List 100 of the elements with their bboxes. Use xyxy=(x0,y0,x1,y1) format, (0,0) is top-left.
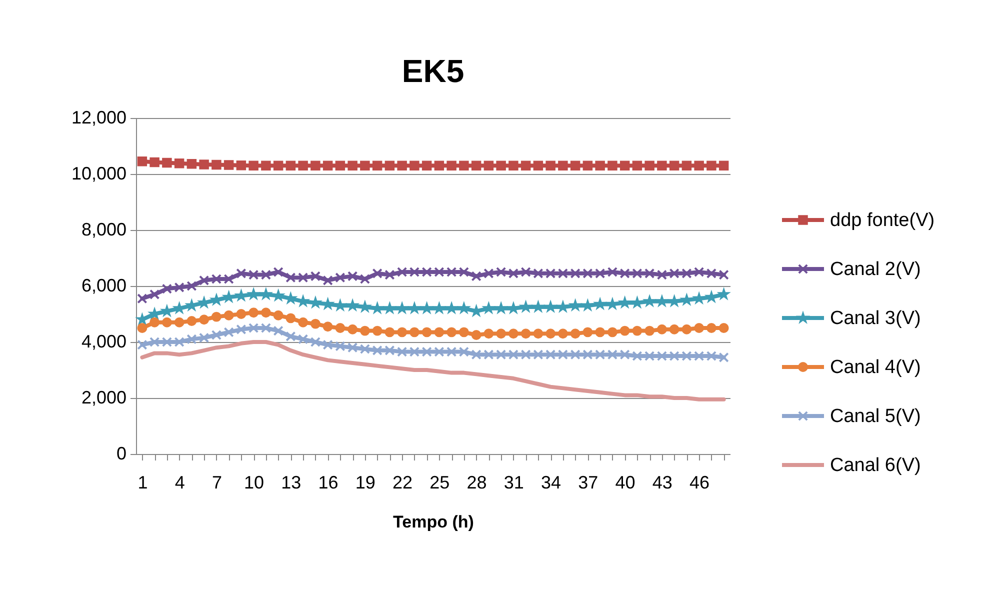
point xyxy=(446,160,456,170)
point xyxy=(224,160,234,170)
point xyxy=(508,268,519,278)
point xyxy=(644,326,655,336)
point xyxy=(620,268,630,278)
y-tick-label: 2,000 xyxy=(81,388,126,408)
point xyxy=(174,158,184,168)
point xyxy=(397,160,407,170)
point xyxy=(682,324,692,334)
point xyxy=(261,160,271,170)
point xyxy=(422,266,432,278)
point xyxy=(484,350,494,360)
point xyxy=(706,268,717,278)
x-tick-label: 37 xyxy=(578,472,598,492)
point xyxy=(137,323,148,333)
point xyxy=(594,268,606,278)
point xyxy=(694,266,704,278)
point xyxy=(508,328,518,339)
point xyxy=(286,313,296,324)
point xyxy=(372,160,382,170)
point xyxy=(372,268,382,278)
point xyxy=(533,328,544,339)
point xyxy=(335,272,346,283)
legend-label: Canal 4(V) xyxy=(830,357,921,378)
point xyxy=(545,350,556,360)
point xyxy=(384,160,395,170)
point xyxy=(248,322,259,334)
point xyxy=(570,268,580,278)
point xyxy=(434,266,444,278)
point xyxy=(150,317,160,328)
point xyxy=(644,160,654,170)
point xyxy=(594,350,606,360)
x-tick-label: 46 xyxy=(690,472,710,492)
point xyxy=(236,309,246,319)
point xyxy=(298,160,308,170)
point xyxy=(211,274,222,284)
point xyxy=(310,271,321,282)
point xyxy=(198,275,210,286)
point xyxy=(446,266,457,278)
point xyxy=(211,312,222,322)
point xyxy=(471,330,482,340)
point xyxy=(484,268,494,278)
legend-label: Canal 3(V) xyxy=(830,308,921,329)
point xyxy=(360,326,370,336)
point xyxy=(533,160,544,170)
point xyxy=(360,274,370,284)
point xyxy=(347,271,358,282)
point xyxy=(162,284,172,294)
point xyxy=(607,266,618,278)
point xyxy=(520,350,531,360)
point xyxy=(446,346,457,357)
point xyxy=(607,327,618,338)
point xyxy=(595,160,605,170)
point xyxy=(174,317,184,328)
point xyxy=(236,160,246,170)
point xyxy=(694,160,704,170)
point xyxy=(694,350,704,362)
point xyxy=(322,340,333,350)
point xyxy=(595,327,606,338)
x-tick-label: 1 xyxy=(138,472,148,492)
point xyxy=(211,330,222,340)
point xyxy=(620,350,630,360)
point xyxy=(706,323,716,333)
chart-title: EK5 xyxy=(402,53,464,89)
point xyxy=(434,327,444,338)
point xyxy=(508,160,518,170)
point xyxy=(422,346,432,357)
point xyxy=(608,160,618,170)
point xyxy=(137,340,148,350)
point xyxy=(434,346,444,357)
point xyxy=(236,324,246,334)
point xyxy=(286,272,296,283)
y-tick-label: 12,000 xyxy=(71,108,126,128)
x-tick-label: 28 xyxy=(466,472,487,492)
point xyxy=(335,160,346,170)
point xyxy=(496,328,506,339)
point xyxy=(558,160,568,170)
point xyxy=(682,268,692,278)
point xyxy=(422,160,432,170)
point xyxy=(273,326,284,336)
point xyxy=(273,266,284,278)
point xyxy=(706,160,716,170)
point xyxy=(372,345,382,356)
point xyxy=(137,294,148,304)
point xyxy=(434,160,444,170)
point xyxy=(186,316,197,326)
point xyxy=(570,160,580,170)
point xyxy=(298,272,308,283)
point xyxy=(310,336,321,348)
point xyxy=(669,268,680,278)
point xyxy=(410,160,420,170)
point xyxy=(496,350,506,360)
point xyxy=(496,160,506,170)
point xyxy=(335,341,346,352)
point xyxy=(471,160,482,170)
point xyxy=(224,274,234,284)
point xyxy=(496,266,506,278)
point xyxy=(570,350,580,360)
y-tick-label: 0 xyxy=(116,444,126,464)
point xyxy=(718,270,729,280)
